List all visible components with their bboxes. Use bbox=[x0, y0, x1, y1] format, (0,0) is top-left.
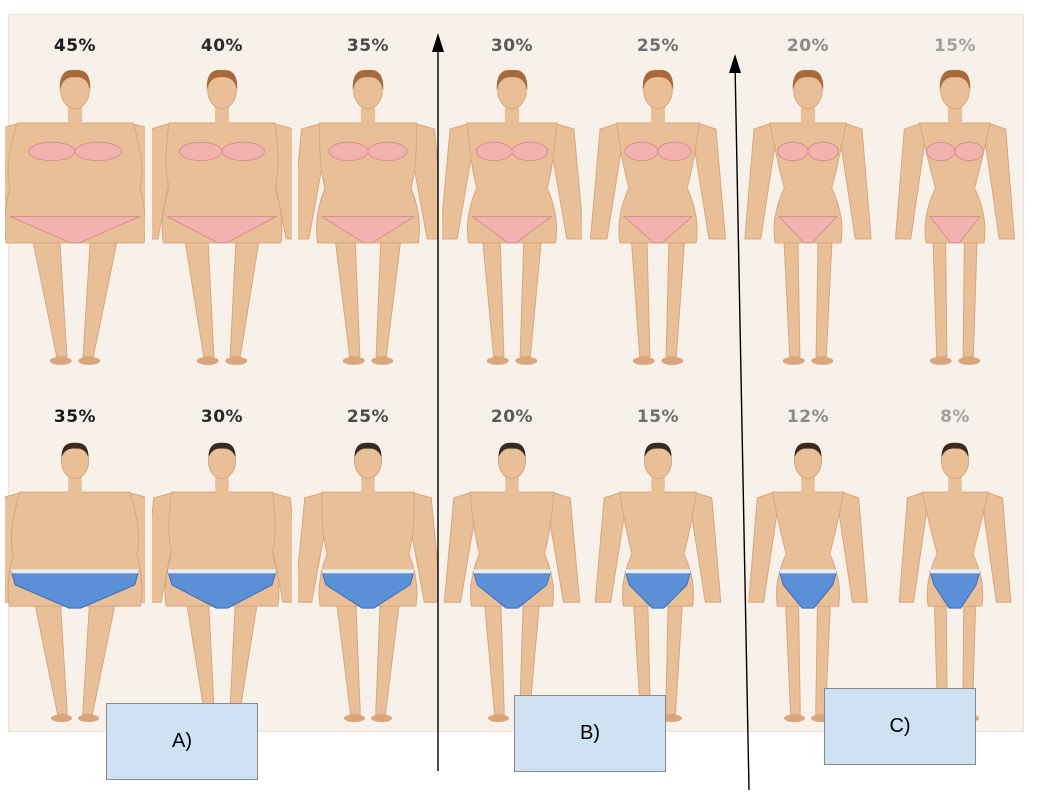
woman-figure bbox=[589, 69, 727, 365]
group-c-box: C) bbox=[824, 688, 976, 765]
man-pct-label: 35% bbox=[53, 407, 97, 427]
woman-pct-label: 35% bbox=[346, 36, 390, 56]
woman-figure bbox=[442, 69, 582, 365]
woman-pct-label: 25% bbox=[636, 36, 680, 56]
woman-pct-label: 30% bbox=[490, 36, 534, 56]
man-figure bbox=[298, 442, 438, 723]
woman-figure bbox=[5, 69, 145, 365]
man-pct-label: 8% bbox=[940, 407, 970, 427]
man-pct-label: 30% bbox=[200, 407, 244, 427]
group-c-label: C) bbox=[889, 715, 911, 737]
woman-figure bbox=[298, 69, 438, 365]
man-pct-label: 25% bbox=[346, 407, 390, 427]
group-b-label: B) bbox=[580, 722, 600, 744]
woman-pct-label: 40% bbox=[200, 36, 244, 56]
man-pct-label: 20% bbox=[490, 407, 534, 427]
man-pct-label: 15% bbox=[636, 407, 680, 427]
arrow-head-1 bbox=[432, 33, 444, 52]
group-a-label: A) bbox=[172, 730, 192, 752]
man-figure bbox=[594, 442, 722, 723]
woman-figure bbox=[744, 69, 872, 365]
man-pct-label: 12% bbox=[786, 407, 830, 427]
man-figure bbox=[898, 442, 1012, 723]
woman-pct-label: 45% bbox=[53, 36, 97, 56]
man-figure bbox=[5, 442, 145, 723]
woman-pct-label: 20% bbox=[786, 36, 830, 56]
woman-figure bbox=[895, 69, 1015, 365]
divider-arrow-2 bbox=[734, 63, 750, 791]
woman-figure bbox=[152, 69, 292, 365]
group-a-box: A) bbox=[106, 703, 258, 780]
arrow-head-2 bbox=[729, 54, 741, 73]
group-b-box: B) bbox=[514, 695, 666, 772]
woman-pct-label: 15% bbox=[933, 36, 977, 56]
man-figure bbox=[443, 442, 581, 723]
man-figure bbox=[748, 442, 868, 723]
